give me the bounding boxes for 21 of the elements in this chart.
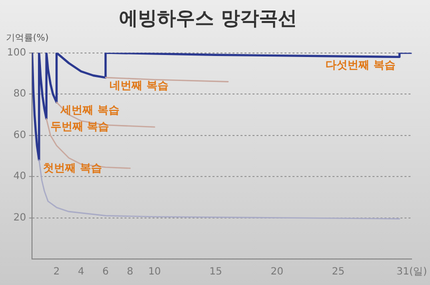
y-tick-label: 80 [13, 88, 26, 100]
y-axis-title: 기억률(%) [6, 34, 49, 44]
x-tick-label: 10 [148, 266, 161, 278]
annotation: 네번째 복습 [110, 78, 168, 92]
annotation: 두번째 복습 [50, 120, 110, 134]
x-tick-label: 25 [332, 266, 345, 278]
y-tick-label: 100 [6, 47, 26, 58]
y-tick-label: 20 [13, 212, 26, 224]
annotation: 다섯번째 복습 [326, 58, 396, 72]
x-tick-label: 31(일) [396, 266, 428, 278]
chart-title: 에빙하우스 망각곡선 [119, 7, 297, 30]
y-tick-label: 40 [13, 171, 26, 182]
x-tick-label: 20 [270, 266, 284, 278]
x-tick-label: 6 [102, 266, 109, 278]
annotation: 세번째 복습 [60, 104, 120, 117]
x-tick-label: 4 [78, 266, 84, 278]
annotation: 첫번째 복습 [43, 161, 102, 174]
x-tick-label: 15 [209, 266, 222, 278]
x-tick-label: 8 [126, 266, 134, 278]
y-tick-label: 60 [13, 130, 26, 141]
x-tick-label: 2 [53, 266, 60, 278]
